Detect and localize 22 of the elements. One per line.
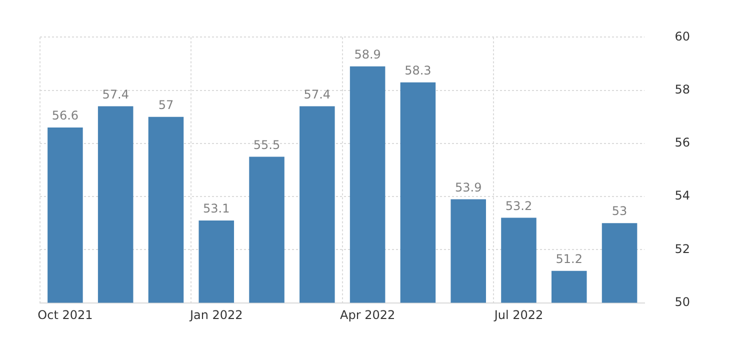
data-label: 57 [158, 98, 174, 112]
x-tick-label: Apr 2022 [340, 308, 396, 322]
x-tick-label: Oct 2021 [38, 308, 93, 322]
x-tick-label: Jan 2022 [188, 308, 243, 322]
data-label: 57.4 [102, 87, 129, 102]
data-label: 55.5 [253, 138, 280, 152]
y-tick-label: 54 [674, 188, 690, 203]
y-tick-label: 60 [674, 29, 690, 44]
y-tick-label: 58 [674, 82, 690, 96]
data-label: 58.3 [404, 63, 432, 78]
y-tick-label: 56 [674, 136, 690, 150]
y-tick-label: 50 [674, 294, 690, 309]
y-tick-label: 52 [674, 242, 690, 256]
data-label: 58.9 [354, 48, 381, 62]
data-label: 53.2 [505, 198, 532, 213]
data-label: 57.4 [304, 87, 331, 102]
data-label: 51.2 [556, 252, 582, 266]
data-label: 53.9 [454, 180, 482, 194]
x-tick-label: Jul 2022 [493, 308, 544, 322]
data-label: 53 [612, 204, 628, 218]
data-label: 53.1 [203, 202, 230, 216]
data-label: 56.6 [52, 108, 79, 123]
